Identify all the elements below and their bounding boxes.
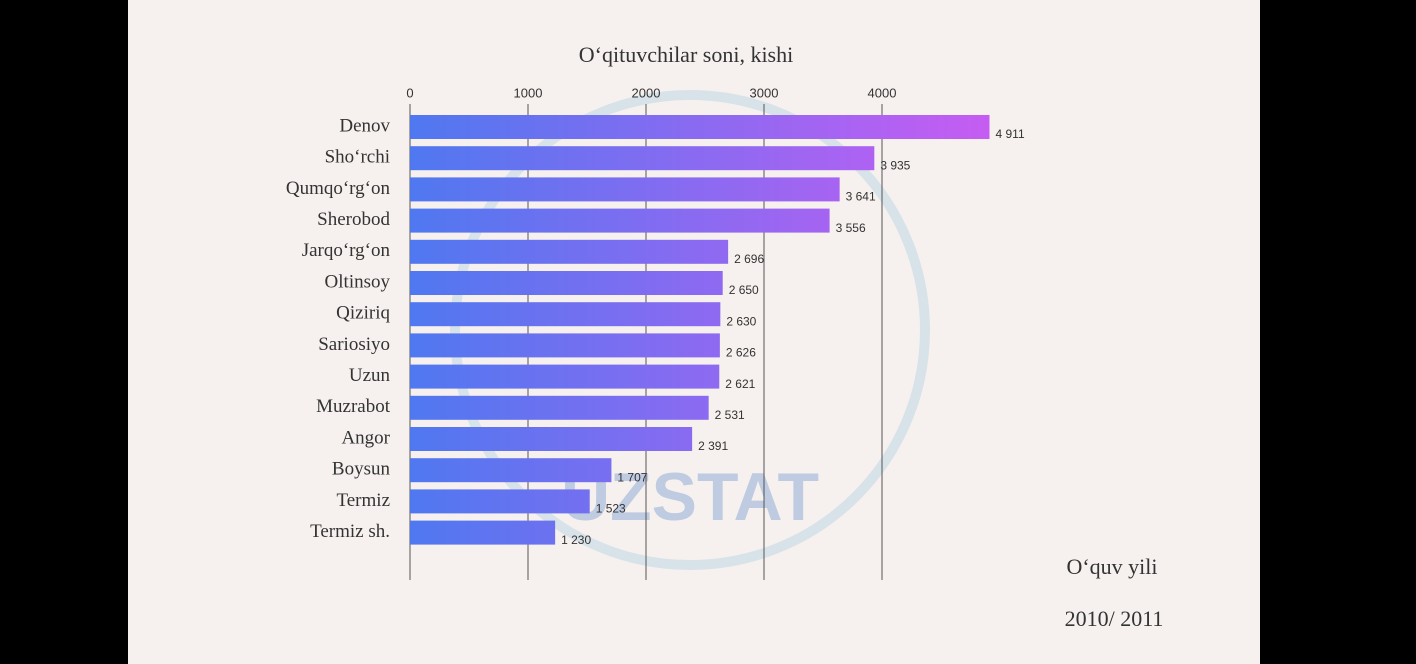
y-tick-label: Sariosiyo	[318, 334, 390, 355]
value-label: 1 523	[596, 502, 626, 516]
background	[128, 0, 1260, 664]
y-tick-label: Boysun	[332, 459, 391, 480]
value-label: 3 641	[846, 190, 876, 204]
bar	[410, 489, 590, 514]
bar	[410, 395, 709, 420]
x-tick-label: 0	[406, 85, 413, 100]
y-tick-label: Sho‘rchi	[325, 147, 390, 168]
value-label: 4 911	[995, 127, 1024, 141]
value-label: 1 230	[561, 533, 591, 547]
value-label: 3 556	[836, 221, 866, 235]
value-label: 2 621	[725, 377, 755, 391]
y-tick-label: Sherobod	[317, 209, 390, 230]
x-tick-label: 2000	[632, 85, 661, 100]
y-tick-label: Muzrabot	[316, 396, 391, 417]
y-tick-label: Angor	[341, 427, 390, 448]
value-label: 2 650	[729, 283, 759, 297]
value-label: 2 630	[726, 314, 756, 328]
y-tick-label: Uzun	[349, 365, 391, 386]
bar	[410, 458, 612, 483]
bar	[410, 302, 721, 327]
bar	[410, 177, 840, 202]
value-label: 2 531	[715, 408, 745, 422]
x-tick-label: 4000	[868, 85, 897, 100]
y-tick-label: Denov	[339, 115, 390, 136]
bar	[410, 333, 720, 358]
chart-title: O‘qituvchilar soni, kishi	[579, 42, 793, 67]
watermark-ring	[450, 90, 930, 570]
bar	[410, 239, 729, 264]
bar	[410, 146, 875, 171]
y-tick-label: Oltinsoy	[325, 271, 391, 292]
annotation: O‘quv yili	[1066, 554, 1157, 579]
annotation: 2010/ 2011	[1065, 606, 1164, 631]
value-label: 3 935	[880, 158, 910, 172]
y-tick-label: Termiz	[336, 490, 390, 511]
bar	[410, 364, 720, 389]
x-tick-label: 3000	[750, 85, 779, 100]
value-label: 2 626	[726, 346, 756, 360]
bar	[410, 208, 830, 233]
y-tick-label: Qumqo‘rg‘on	[286, 178, 391, 199]
value-label: 1 707	[617, 470, 647, 484]
y-tick-label: Termiz sh.	[310, 521, 390, 542]
bar	[410, 427, 693, 451]
bar	[410, 115, 990, 139]
y-tick-label: Qiziriq	[336, 303, 390, 324]
y-tick-label: Jarqo‘rg‘on	[302, 240, 391, 261]
value-label: 2 391	[698, 439, 728, 453]
x-tick-label: 1000	[514, 85, 543, 100]
bar	[410, 271, 723, 295]
bar	[410, 520, 556, 545]
value-label: 2 696	[734, 252, 764, 266]
